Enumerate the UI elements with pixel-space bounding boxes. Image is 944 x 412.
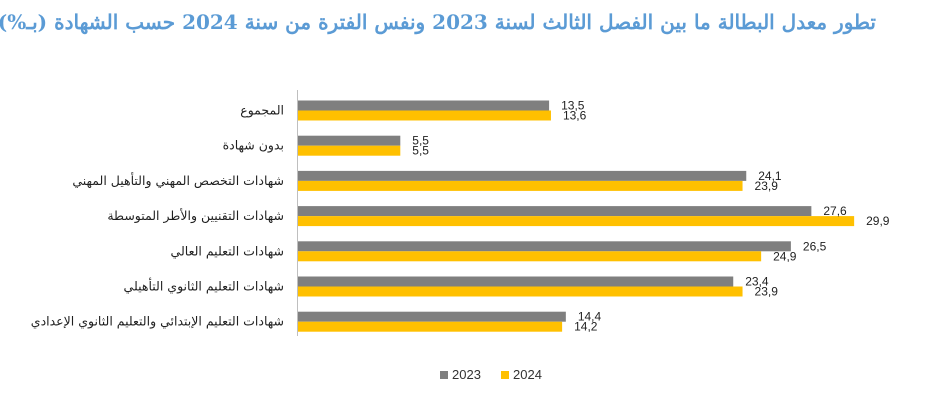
bar-2024	[298, 286, 743, 297]
data-label-2024: 5,5	[412, 144, 429, 158]
bar-2023	[298, 241, 791, 252]
bar-2024	[298, 180, 743, 191]
legend-swatch-2023	[440, 371, 448, 379]
legend-label-2024: 2024	[513, 367, 542, 382]
legend-swatch-2024	[501, 371, 509, 379]
bar-2024	[298, 251, 762, 262]
category-label: شهادات التعليم العالي	[171, 243, 284, 259]
bar-2023	[298, 206, 812, 217]
data-label-2024: 23,9	[755, 179, 779, 193]
category-label: بدون شهادة	[223, 138, 284, 154]
data-label-2023: 14,4	[578, 310, 602, 324]
bar-2024	[298, 110, 551, 121]
data-label-2024: 29,9	[866, 214, 890, 228]
category-label: شهادات التعليم الإبتدائي والتعليم الثانو…	[31, 314, 284, 330]
data-label-2024: 24,9	[773, 249, 797, 263]
category-label: شهادات التعليم الثانوي التأهيلي	[124, 278, 284, 295]
data-label-2023: 24,1	[758, 169, 782, 183]
chart-title: تطور معدل البطالة ما بين الفصل الثالث لس…	[0, 10, 876, 34]
bars-layer	[298, 100, 855, 332]
bar-2023	[298, 276, 734, 287]
data-label-2024: 23,9	[755, 285, 779, 299]
labels-layer: المجموع 13,513,6 بدون شهادة 5,55,5 شهادات ال…	[31, 99, 890, 334]
legend-label-2023: 2023	[452, 367, 481, 382]
data-label-2023: 23,4	[745, 275, 769, 289]
category-label: شهادات التخصص المهني والتأهيل المهني	[72, 172, 284, 189]
data-label-2023: 27,6	[823, 204, 847, 218]
bar-2023	[298, 100, 550, 111]
bar-2023	[298, 135, 401, 146]
bar-2024	[298, 216, 855, 227]
category-label: شهادات التقنيين والأطر المتوسطة	[107, 208, 284, 224]
legend: 2023 2024	[440, 367, 542, 382]
data-label-2024: 13,6	[563, 109, 587, 123]
bar-2024	[298, 145, 401, 156]
bar-2024	[298, 321, 563, 332]
data-label-2023: 13,5	[561, 99, 585, 113]
data-label-2023: 5,5	[412, 134, 429, 148]
category-label: المجموع	[240, 103, 284, 119]
data-label-2023: 26,5	[803, 239, 827, 253]
bar-2023	[298, 311, 566, 322]
data-label-2024: 14,2	[574, 320, 598, 334]
bar-2023	[298, 170, 747, 181]
